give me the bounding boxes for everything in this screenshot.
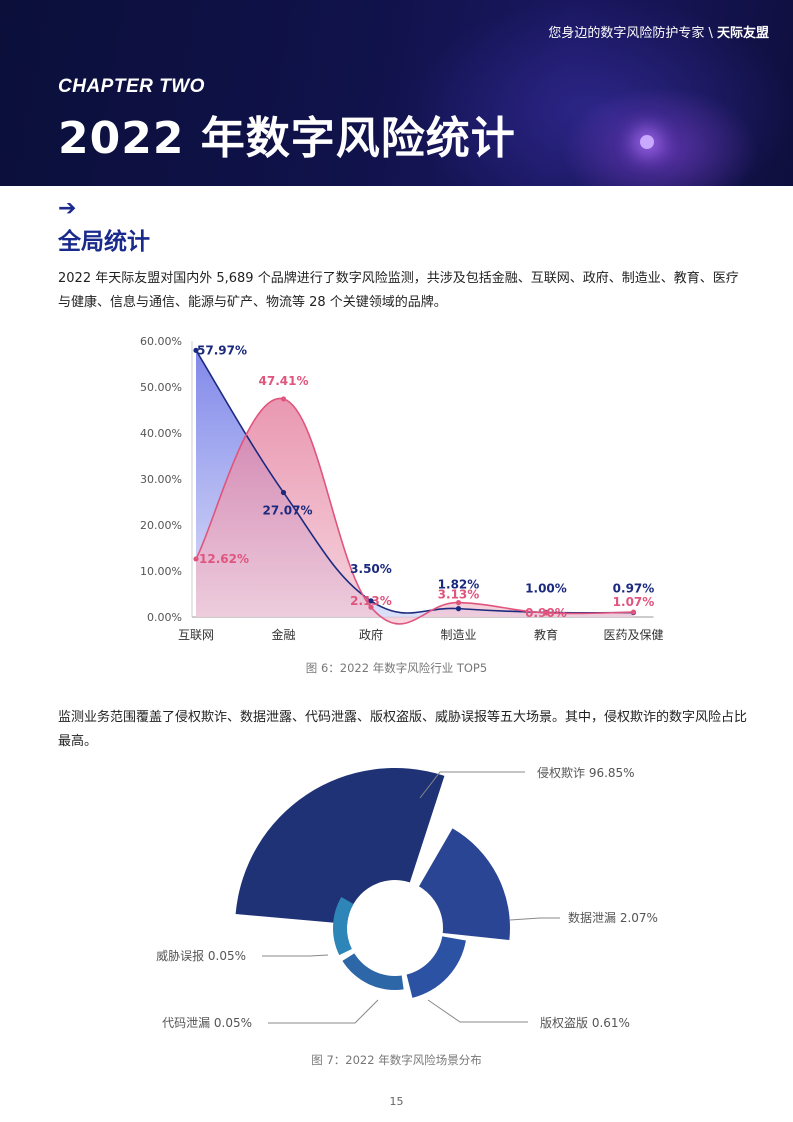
series-a-point [193,347,199,353]
series-b-point [280,396,287,402]
slice-label: 威胁误报 0.05% [156,948,246,963]
series-a-data-label: 0.97% [613,582,655,596]
x-tick-label: 制造业 [440,628,476,642]
slice-label: 代码泄漏 0.05% [162,1016,252,1030]
y-tick-label: 60.00% [140,335,182,348]
tagline-separator: \ [704,26,717,41]
pie-slice [235,768,445,924]
brand-name: 天际友盟 [716,26,769,41]
series-a-data-label: 1.00% [525,581,567,595]
tagline-text: 您身边的数字风险防护专家 [548,26,705,41]
slice-leader-line [427,999,528,1023]
section-title: 全局统计 [58,229,150,255]
slice-label: 侵权欺诈 96.85% [537,765,635,780]
pie-slice [406,936,466,998]
slice-label: 版权盗版 0.61% [540,1015,630,1030]
pie-slice [333,897,354,956]
pie-slice [342,953,404,990]
series-b-data-label: 12.62% [199,552,249,566]
series-b-data-label: 0.90% [525,606,567,620]
series-b-data-label: 47.41% [259,374,309,388]
industry-area-chart: 0.00% 10.00% 20.00% 30.00% 40.00% 50.00% 60.00… [140,335,663,642]
series-b-point [193,556,199,562]
series-a-point [368,598,374,604]
y-tick-label: 50.00% [140,381,182,394]
series-a-data-label: 27.07% [263,503,313,517]
x-tick-label: 教育 [534,627,558,642]
slice-label: 数据泄漏 2.07% [568,910,658,925]
figure7-caption: 图 7：2022 年数字风险场景分布 [311,1053,482,1067]
y-tick-label: 30.00% [140,473,182,486]
pie-slice [419,828,510,941]
chapter-banner: 您身边的数字风险防护专家 \ 天际友盟 CHAPTER TWO 2022 年数字… [0,0,793,186]
slice-leader-line [268,999,379,1024]
arrow-right-icon: ➔ [58,196,77,221]
series-a-point [455,606,462,612]
x-tick-label: 互联网 [178,628,214,642]
series-b-point [543,610,549,616]
slice-leader-line [419,771,525,799]
series-b-area [196,398,634,624]
intro-paragraph: 2022 年天际友盟对国内外 5,689 个品牌进行了数字风险监测，共涉及包括金… [58,271,739,310]
page-number: 15 [389,1095,404,1108]
page-title: 2022 年数字风险统计 [58,113,516,164]
x-tick-label: 医药及保健 [603,628,663,642]
slice-leader-line [262,954,329,957]
series-b-point [455,600,462,606]
x-tick-label: 金融 [271,627,295,642]
x-tick-label: 政府 [359,627,383,642]
series-a-data-label: 57.97% [197,343,247,357]
series-b-data-label: 3.13% [438,588,480,602]
scenario-rose-chart: 侵权欺诈 96.85% 数据泄漏 2.07% 版权盗版 0.61% 代码泄漏 0.05… [156,765,658,1030]
series-b-data-label: 1.07% [613,595,655,609]
banner-glow [640,135,654,149]
y-tick-label: 0.00% [147,611,182,624]
y-tick-label: 20.00% [140,519,182,532]
series-a-data-label: 3.50% [350,562,392,576]
slice-leader-line [509,917,560,921]
header-tagline: 您身边的数字风险防护专家 \ 天际友盟 [548,22,769,41]
figure6-caption: 图 6：2022 年数字风险行业 TOP5 [305,661,488,675]
series-b-data-label: 2.13% [350,594,392,608]
series-b-point [630,609,637,615]
series-a-data-label: 1.82% [438,578,480,592]
y-tick-label: 40.00% [140,427,182,440]
y-tick-label: 10.00% [140,565,182,578]
series-a-point [280,489,287,496]
chapter-label: CHAPTER TWO [58,76,205,97]
series-b-point [368,604,374,610]
scenario-paragraph: 监测业务范围覆盖了侵权欺诈、数据泄露、代码泄露、版权盗版、威胁误报等五大场景。其… [58,710,748,749]
